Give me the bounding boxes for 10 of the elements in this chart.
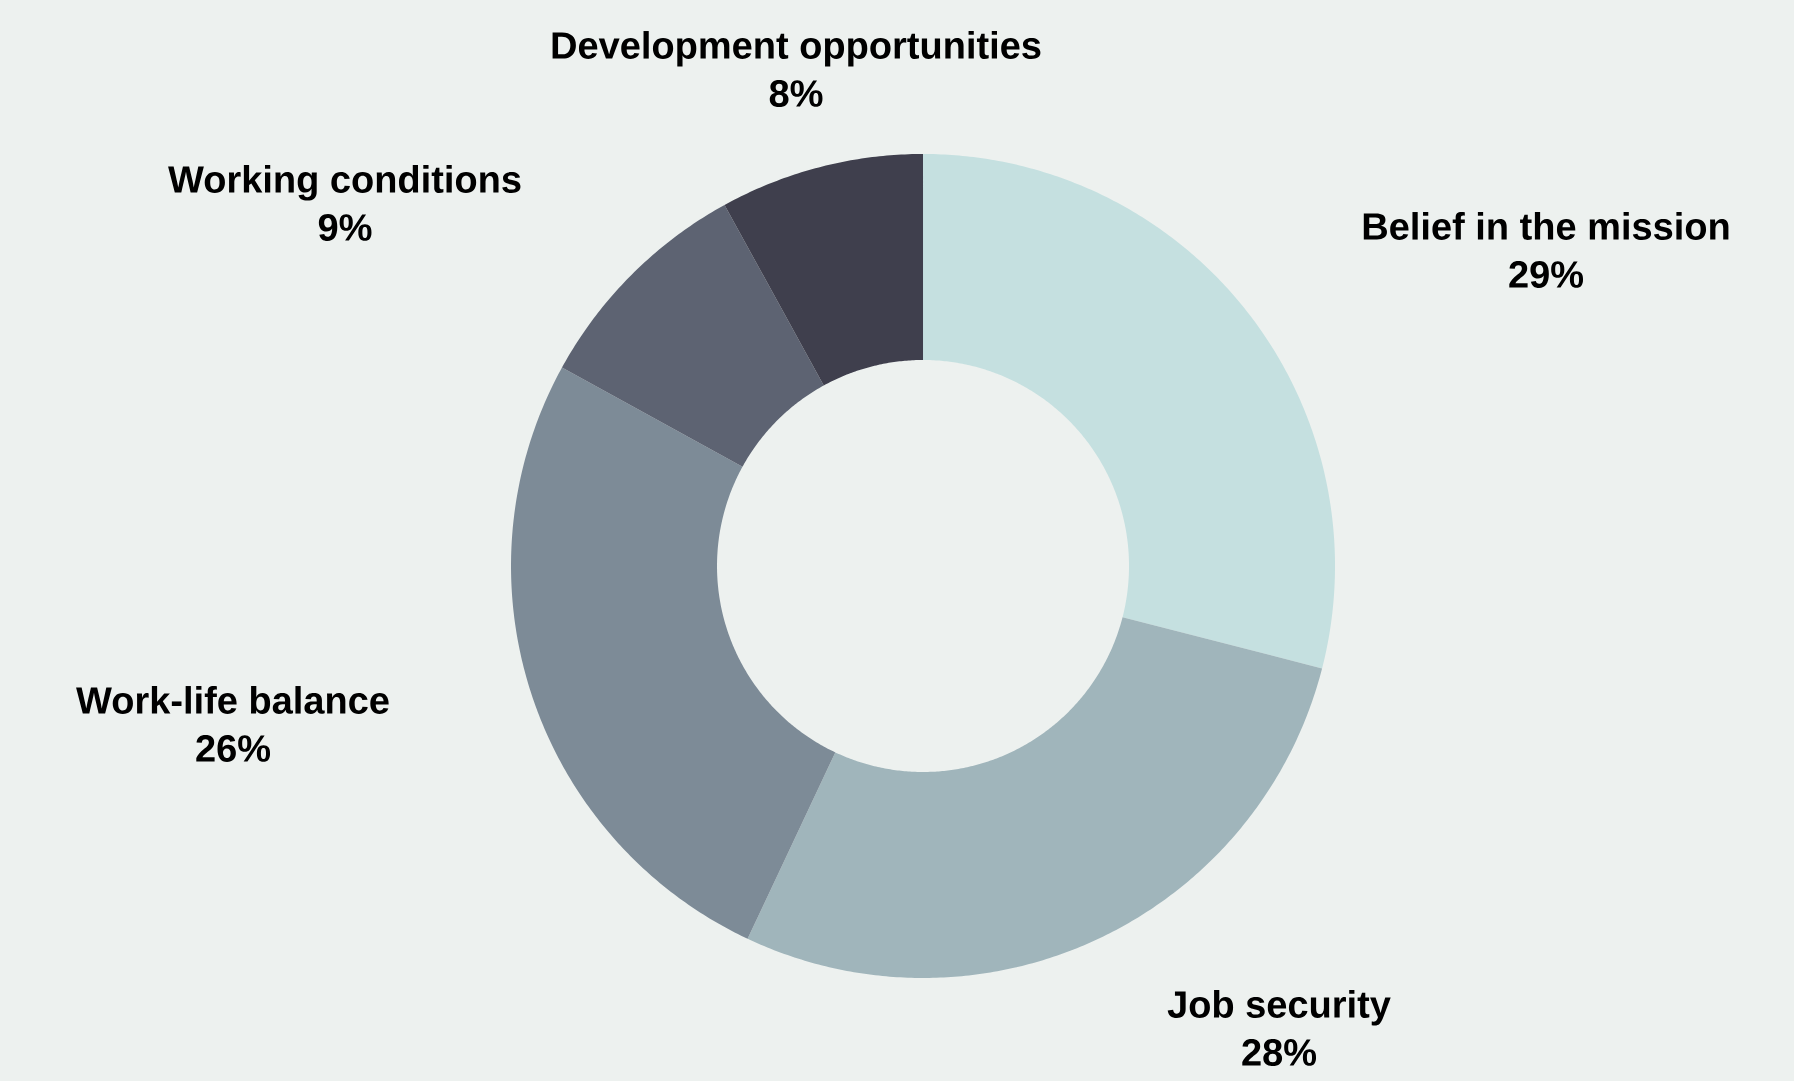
- data-label: 8%: [769, 80, 823, 107]
- slice-label: Belief in the mission: [1363, 212, 1729, 240]
- data-label: 9%: [318, 214, 372, 241]
- slice-label: Working conditions: [168, 165, 521, 201]
- slice-label: Development opportunities: [552, 31, 1041, 67]
- data-label: 29%: [1509, 261, 1584, 288]
- slice-label: Job security: [1167, 990, 1391, 1026]
- data-label: 28%: [1242, 1039, 1317, 1066]
- slice-label: Work-life balance: [76, 686, 389, 714]
- data-label: 26%: [196, 735, 271, 762]
